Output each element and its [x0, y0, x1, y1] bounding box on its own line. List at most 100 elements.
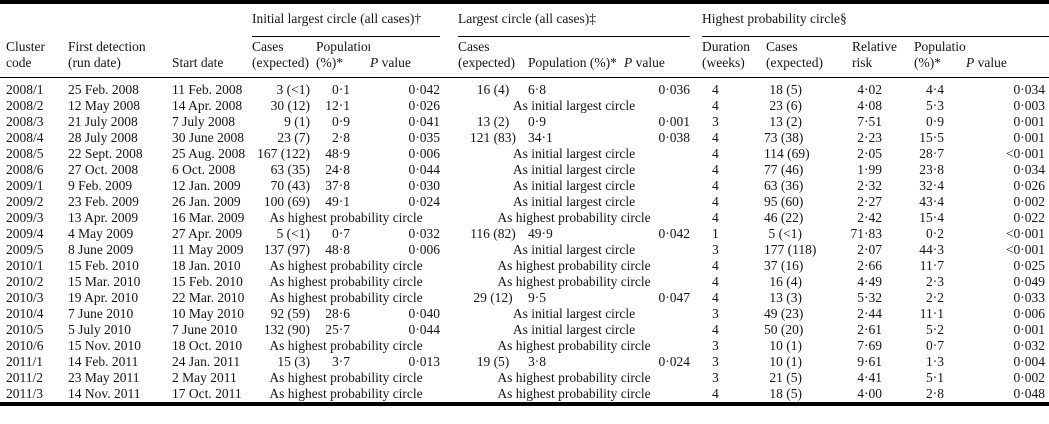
cell-highest-p-value: 0·049 [1013, 274, 1046, 289]
cell-largest-span: As initial largest circle [512, 162, 636, 177]
cell-relative-risk: 4·08 [857, 98, 883, 113]
cell-initial-cases: 167 (122) [257, 146, 310, 161]
table-row: 2009/2 23 Feb. 2009 26 Jan. 2009 100 (69) 49… [0, 194, 1049, 210]
column-gap [690, 354, 702, 370]
cell-duration-weeks: 4 [712, 98, 719, 113]
cell-highest-p-value: 0·002 [1013, 370, 1046, 385]
cell-largest-population: 0·9 [528, 114, 546, 129]
table-row: 2008/6 27 Oct. 2008 6 Oct. 2008 63 (35) 24·8… [0, 162, 1049, 178]
cell-initial-cases: 9 (1) [284, 114, 310, 129]
cell-highest-population: 2·8 [926, 386, 945, 401]
table-row: 2009/3 13 Apr. 2009 16 Mar. 2009 As highest… [0, 210, 1049, 226]
p-value-rest: value [974, 55, 1007, 70]
cell-initial-cases: 92 (59) [270, 306, 310, 321]
cell-first-detection: 15 Nov. 2010 [68, 338, 141, 353]
cell-initial-span: As highest probability circle [269, 258, 423, 273]
cell-largest-population: 3·8 [528, 354, 546, 369]
cell-highest-cases: 21 (5) [769, 370, 803, 385]
column-gap [440, 178, 458, 194]
table-row: 2008/5 22 Sept. 2008 25 Aug. 2008 167 (122)… [0, 146, 1049, 162]
column-header-initial-population-pct: Population (%)* [314, 36, 370, 78]
column-gap [690, 98, 702, 114]
cell-highest-cases: 16 (4) [769, 274, 803, 289]
cell-cluster-code: 2009/3 [6, 210, 44, 225]
group-header-row: Initial largest circle (all cases)† Larg… [0, 2, 1049, 37]
cell-start-date: 17 Oct. 2011 [172, 386, 242, 401]
cell-highest-population: 15·5 [919, 130, 945, 145]
cell-cluster-code: 2008/3 [6, 114, 44, 129]
cell-first-detection: 8 June 2009 [68, 242, 134, 257]
cell-largest-p-value: 0·024 [658, 354, 691, 369]
cell-highest-population: 32·4 [919, 178, 945, 193]
cell-highest-cases: 63 (36) [764, 178, 804, 193]
cell-relative-risk: 2·32 [857, 178, 883, 193]
table-row: 2010/1 15 Feb. 2010 18 Jan. 2010 As highest… [0, 258, 1049, 274]
p-value-italic: P [624, 55, 633, 70]
column-gap [690, 386, 702, 404]
cell-duration-weeks: 4 [712, 322, 719, 337]
cell-largest-cases: 121 (83) [469, 130, 517, 145]
cell-highest-p-value: 0·001 [1013, 130, 1046, 145]
column-gap [440, 386, 458, 404]
cell-highest-p-value: 0·033 [1013, 290, 1046, 305]
cell-initial-cases: 132 (90) [263, 322, 310, 337]
column-header-initial-p-value: P value [370, 36, 440, 78]
cell-relative-risk: 2·44 [857, 306, 883, 321]
p-value-italic: P [966, 55, 975, 70]
cell-duration-weeks: 3 [712, 242, 719, 257]
cell-initial-span: As highest probability circle [269, 370, 423, 385]
cell-duration-weeks: 4 [712, 290, 719, 305]
cell-highest-cases: 10 (1) [769, 354, 803, 369]
cell-initial-p-value: 0·035 [408, 130, 441, 145]
cell-first-detection: 28 July 2008 [68, 130, 138, 145]
cell-initial-cases: 63 (35) [270, 162, 310, 177]
cell-cluster-code: 2011/3 [6, 386, 43, 401]
cell-duration-weeks: 4 [712, 258, 719, 273]
table-row: 2011/1 14 Feb. 2011 24 Jan. 2011 15 (3) 3·7 0… [0, 354, 1049, 370]
cell-initial-p-value: 0·044 [408, 162, 441, 177]
column-header-highest-p-value: P value [966, 36, 1049, 78]
cell-highest-cases: 177 (118) [764, 242, 817, 257]
table-row: 2009/5 8 June 2009 11 May 2009 137 (97) 48·8… [0, 242, 1049, 258]
column-gap [690, 162, 702, 178]
cell-largest-population: 9·5 [528, 290, 546, 305]
cell-initial-p-value: 0·006 [408, 146, 441, 161]
column-header-highest-population-pct: Population (%)* [902, 36, 967, 78]
cell-cluster-code: 2009/4 [6, 226, 44, 241]
cell-first-detection: 27 Oct. 2008 [68, 162, 139, 177]
cell-initial-population: 2·8 [332, 130, 350, 145]
column-gap [440, 146, 458, 162]
cell-first-detection: 25 Feb. 2008 [68, 82, 139, 97]
cell-highest-p-value: 0·004 [1013, 354, 1046, 369]
cell-initial-population: 12·1 [325, 98, 350, 113]
cell-highest-p-value: <0·001 [1005, 226, 1046, 241]
column-gap [690, 306, 702, 322]
cell-initial-p-value: 0·041 [408, 114, 441, 129]
cell-initial-p-value: 0·006 [408, 242, 441, 257]
column-gap [440, 36, 458, 78]
group-header-largest-circle: Largest circle (all cases)‡ [458, 2, 691, 37]
cell-largest-span: As initial largest circle [512, 242, 636, 257]
cell-highest-population: 11·1 [919, 306, 945, 321]
cell-initial-population: 49·1 [325, 194, 350, 209]
column-gap [690, 36, 703, 78]
cell-highest-p-value: 0·034 [1013, 162, 1046, 177]
cell-highest-cases: 10 (1) [769, 338, 803, 353]
cell-first-detection: 5 July 2010 [68, 322, 132, 337]
cell-start-date: 18 Jan. 2010 [172, 258, 241, 273]
column-header-largest-p-value: P value [624, 36, 691, 78]
cell-relative-risk: 2·05 [857, 146, 883, 161]
table-row: 2011/2 23 May 2011 2 May 2011 As highest pr… [0, 370, 1049, 386]
cell-initial-p-value: 0·044 [408, 322, 441, 337]
column-gap [690, 258, 702, 274]
cell-first-detection: 9 Feb. 2009 [68, 178, 133, 193]
p-value-rest: value [378, 55, 411, 70]
cell-largest-cases: 13 (2) [476, 114, 510, 129]
column-header-cluster-code: Cluster code [0, 36, 62, 78]
cell-initial-span: As highest probability circle [269, 210, 423, 225]
cell-largest-population: 49·9 [528, 226, 553, 241]
cell-highest-population: 0·9 [926, 114, 945, 129]
cell-duration-weeks: 4 [712, 210, 719, 225]
cell-relative-risk: 4·02 [857, 82, 883, 97]
column-gap [690, 290, 702, 306]
